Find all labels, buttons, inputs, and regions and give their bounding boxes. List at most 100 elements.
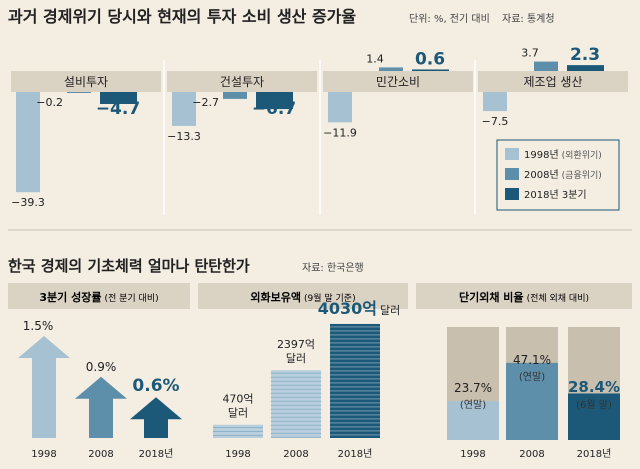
debt-fill [506,362,558,440]
legend-note: (외환위기) [562,149,602,161]
debt-value-label: 28.4% [568,378,620,396]
debt-note-label: (연말) [519,371,545,383]
growth-bar [172,92,196,126]
legend-swatch [505,168,519,180]
main-unit: 단위: %, 전기 대비 [409,12,490,25]
growth-value-label: 3.7 [521,47,539,60]
growth-value-label: −39.3 [11,196,45,209]
panel-header-shortdebt [416,283,632,309]
growth-year-label: 1998 [31,449,56,460]
legend-label: 2018년 3분기 [524,189,587,201]
growth-year-label: 2018년 [139,448,174,460]
shortdebt-subtitle: (전체 외채 대비) [527,292,589,304]
growth-panel: 1.5% 1998 0.9% 2008 0.6% 2018년 [18,319,182,460]
section-source: 자료: 한국은행 [302,262,364,274]
growth-arrow-label: 1.5% [23,319,54,333]
debt-note-label: (6월 말) [576,399,612,411]
growth-arrow-label: 0.9% [86,360,117,374]
growth-arrow [75,376,127,438]
growth-bar [483,92,507,112]
debt-value-label: 23.7% [454,381,492,395]
growth-year-label: 2008 [88,449,113,460]
reserve-year-label: 1998 [225,449,250,460]
growth-bar [256,92,293,110]
growth-bar [328,92,352,123]
debt-year-label: 1998 [460,449,485,460]
reserve-unit: 달러 [286,352,306,365]
panel-title-growth: 3분기 성장률 (전 분기 대비) [39,290,158,304]
legend-swatch [505,188,519,200]
reserve-year-label: 2008 [283,449,308,460]
legend-label: 1998년 (외환위기) [524,149,602,161]
growth-value-label: −11.9 [323,126,357,139]
growth-value-label: 2.3 [570,45,600,65]
reserves-subtitle: (9월 말 기준) [304,292,356,304]
legend-label: 2008년 (금융위기) [524,169,602,181]
debt-fill [447,401,499,440]
reserve-unit: 달러 [228,407,248,420]
growth-rate-chart: 설비투자 −39.3 −0.2 −4.7 건설투자 −13.3 −2.7 −6.7 민간소비 −1… [11,45,628,215]
category-label: 제조업 생산 [523,75,582,89]
growth-value-label: −7.5 [482,115,509,128]
reserves-title: 외화보유액 [250,290,301,304]
growth-bar [100,92,137,104]
reserve-year-label: 2018년 [338,448,373,460]
legend: 1998년 (외환위기)2008년 (금융위기)2018년 3분기 [496,139,620,211]
growth-value-label: 0.6 [415,49,445,69]
legend-note: (금융위기) [562,170,602,181]
growth-value-label: −4.7 [96,99,140,119]
growth-bar [223,92,247,99]
legend-year: 2018년 3분기 [524,189,587,201]
reserve-unit: 달러 [380,304,400,317]
reserve-amount: 470억 [222,393,253,406]
shortdebt-panel: 23.7% (연말) 1998 47.1% (연말) 2008 28.4% (6월 말) 201… [447,327,620,460]
debt-year-label: 2018년 [577,448,612,460]
debt-value-label: 47.1% [513,353,551,367]
growth-subtitle: (전 분기 대비) [104,293,158,304]
category-label: 건설투자 [220,75,264,89]
category-header [11,71,161,92]
reserve-amount: 4030억 [318,299,377,318]
debt-fill [568,393,620,440]
legend-swatch [505,148,519,160]
main-source: 자료: 통계청 [502,13,555,25]
legend-year: 2008년 [524,169,559,181]
growth-bar [67,92,91,93]
debt-note-label: (연말) [460,399,486,411]
growth-bar [16,92,40,193]
legend-year: 1998년 [524,149,559,161]
reserve-stack [271,370,321,438]
growth-bar [534,61,558,71]
panel-header-reserves [198,283,408,309]
section-title: 한국 경제의 기초체력 얼마나 탄탄한가 [8,257,250,275]
growth-bar [379,67,403,71]
growth-value-label: −13.3 [167,130,201,143]
reserve-stack [213,424,263,438]
reserve-amount: 2397억 [277,338,315,351]
shortdebt-title: 단기외채 비율 [459,290,524,304]
main-title: 과거 경제위기 당시와 현재의 투자 소비 생산 증가율 [8,7,356,26]
category-label: 민간소비 [376,75,420,89]
panel-title-shortdebt: 단기외채 비율 (전체 외채 대비) [459,290,589,304]
category-header [167,71,317,92]
growth-value-label: 1.4 [366,52,384,65]
growth-value-label: −0.2 [36,96,63,109]
debt-year-label: 2008 [519,449,544,460]
growth-arrow [130,397,182,438]
growth-arrow [18,336,70,438]
reserve-label: 4030억 달러 [318,299,401,318]
growth-bar [412,69,449,71]
growth-arrow-label: 0.6% [132,376,179,396]
category-header [323,71,473,92]
panel-header-growth [8,283,190,309]
growth-bar [567,65,604,71]
growth-title: 3분기 성장률 [39,290,101,304]
category-header [478,71,628,92]
panel-title-reserves: 외화보유액 (9월 말 기준) [250,290,355,304]
growth-value-label: −6.7 [252,99,296,119]
reserve-stack [330,323,380,438]
growth-value-label: −2.7 [192,96,219,109]
